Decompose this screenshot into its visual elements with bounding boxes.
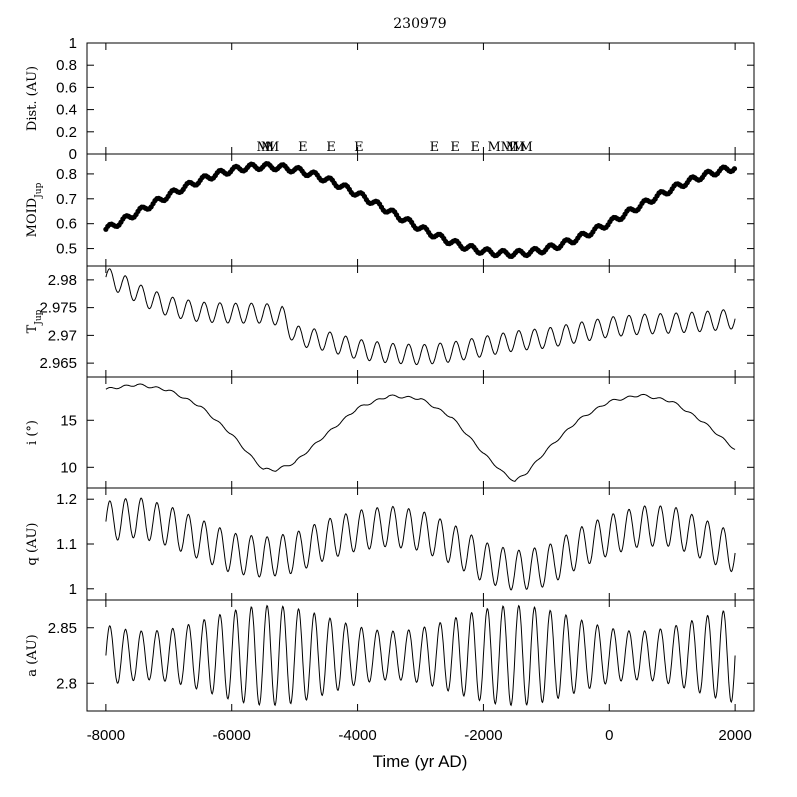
x-tick-label: -4000 — [338, 727, 376, 744]
encounter-marker: E — [470, 140, 480, 155]
encounter-marker: E — [450, 140, 460, 155]
encounter-marker: M — [501, 140, 514, 155]
series-line-q — [105, 497, 736, 591]
y-axis-label: MOIDJup — [25, 182, 44, 237]
x-tick-label: 2000 — [718, 727, 751, 744]
encounter-marker: E — [298, 140, 308, 155]
moid-point — [731, 166, 738, 172]
y-tick-label: 0.6 — [56, 216, 77, 233]
encounter-marker: M — [261, 140, 274, 155]
y-tick-label: 0.2 — [56, 124, 77, 141]
x-tick-label: -6000 — [213, 727, 251, 744]
encounter-marker: M — [506, 140, 519, 155]
x-axis: -8000 -6000 -4000 -2000 0 2000 — [87, 727, 752, 744]
y-axis-label: TJup — [25, 309, 44, 333]
series-line-tjup — [105, 268, 736, 366]
y-tick-label: 0.8 — [56, 57, 77, 74]
encounter-marker: M — [512, 140, 525, 155]
y-axis-label: q (AU) — [25, 523, 40, 566]
panel-a: 2.8 2.85 a (AU) — [25, 599, 755, 712]
x-tick-label: -2000 — [464, 727, 502, 744]
y-tick-label: 0.6 — [56, 79, 77, 96]
x-tick-label: 0 — [605, 727, 613, 744]
panel-q: 1 1.1 1.2 q (AU) — [25, 487, 755, 601]
panel-frame — [86, 376, 755, 489]
panel-tjup: 2.965 2.97 2.975 2.98 TJup — [25, 265, 755, 378]
chart-title: 230979 — [393, 16, 446, 32]
y-tick-label: 2.965 — [39, 355, 77, 372]
y-tick-label: 0.7 — [56, 191, 77, 208]
y-axis-label-subscript: Jup — [34, 182, 44, 198]
y-tick-label: 2.8 — [56, 675, 77, 692]
encounter-marker: M — [520, 140, 533, 155]
panel-frame — [86, 153, 755, 267]
encounter-marker: E — [430, 140, 440, 155]
y-tick-label: 0.8 — [56, 166, 77, 183]
y-tick-label: 15 — [60, 412, 77, 429]
encounter-marker: M — [257, 140, 270, 155]
encounter-marker: E — [326, 140, 336, 155]
encounter-marker: M — [266, 140, 279, 155]
y-tick-label: 1.1 — [56, 536, 77, 553]
y-tick-label: 2.97 — [48, 327, 77, 344]
y-tick-label: 0.5 — [56, 241, 77, 258]
y-axis-label: a (AU) — [25, 634, 40, 676]
encounter-marker: E — [354, 140, 364, 155]
y-tick-label: 1 — [69, 581, 77, 598]
y-tick-label: 2.975 — [39, 300, 77, 317]
y-axis-label: Dist. (AU) — [25, 66, 40, 131]
y-tick-label: 2.98 — [48, 272, 77, 289]
y-axis-label-subscript: Jup — [34, 309, 44, 325]
panel-frame — [86, 599, 755, 712]
y-tick-label: 10 — [60, 459, 77, 476]
encounter-marker: M — [487, 140, 500, 155]
y-axis-label: i (°) — [25, 420, 40, 445]
panel-dist: 0 0.2 0.4 0.6 0.8 1 Dist. (AU) — [25, 35, 755, 163]
y-tick-label: 2.85 — [48, 620, 77, 637]
series-line-a — [105, 604, 736, 707]
panel-incl: 10 15 i (°) — [25, 376, 755, 489]
x-axis-label: Time (yr AD) — [373, 752, 468, 771]
y-tick-label: 0.4 — [56, 102, 77, 119]
series-line-incl — [105, 383, 736, 482]
panel-moid: 0.5 0.6 0.7 0.8 MOIDJup — [25, 153, 755, 267]
y-tick-label: 1 — [69, 35, 77, 52]
y-tick-label: 1.2 — [56, 491, 77, 508]
x-tick-label: -8000 — [87, 727, 125, 744]
panel-frame — [86, 42, 755, 155]
panel-frame — [86, 265, 755, 378]
y-tick-label: 0 — [69, 146, 77, 163]
panels: 0 0.2 0.4 0.6 0.8 1 Dist. (AU) 0.5 0.6 0.7 0.8 MOID… — [25, 35, 755, 712]
